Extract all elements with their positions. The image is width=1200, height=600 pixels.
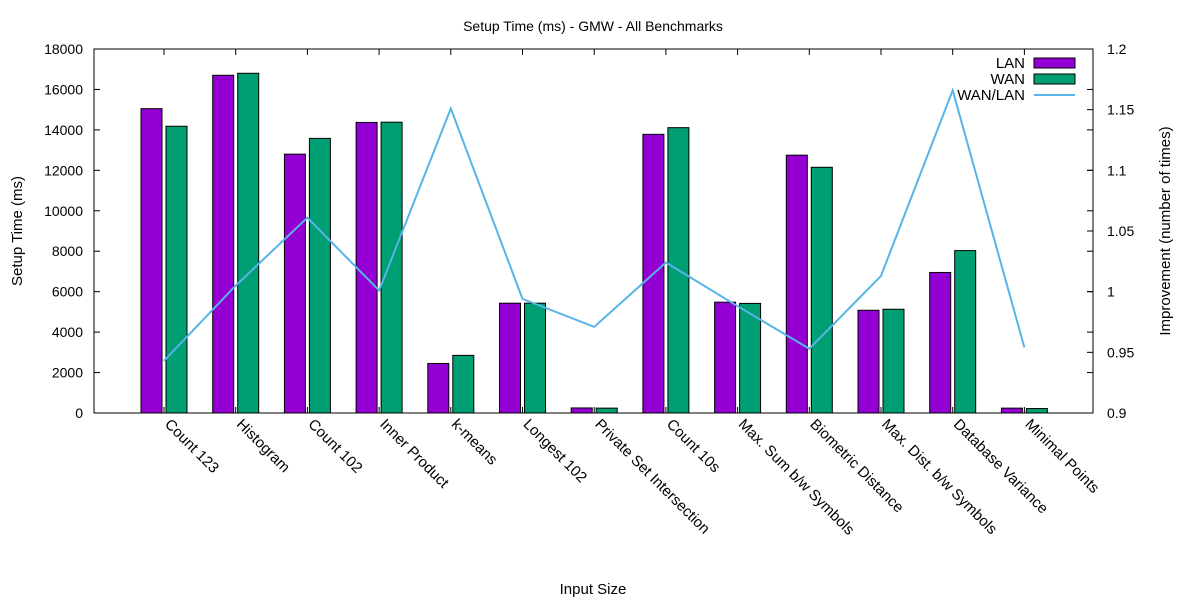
y-tick-label: 14000 <box>44 122 83 138</box>
x-tick-label: Count 123 <box>161 416 222 477</box>
y2-tick-label: 1 <box>1107 284 1115 300</box>
bar-wan <box>595 407 618 414</box>
legend-swatch <box>1033 57 1076 69</box>
y2-tick-label: 1.15 <box>1107 102 1134 118</box>
bar-lan <box>570 407 593 414</box>
y2-tick-label: 0.95 <box>1107 344 1134 360</box>
x-tick-label: Count 10s <box>663 416 723 476</box>
y-tick-label: 12000 <box>44 162 83 178</box>
x-axis-label: Input Size <box>560 581 627 598</box>
x-tick-label: Private Set Intersection <box>591 416 713 538</box>
y2-tick-label: 1.1 <box>1107 162 1127 178</box>
y-tick-label: 0 <box>75 405 83 421</box>
y2-axis-label: Improvement (number of times) <box>1157 126 1174 335</box>
bar-wan <box>954 250 977 414</box>
bar-wan <box>452 354 475 414</box>
y-tick-label: 2000 <box>52 365 83 381</box>
bar-wan <box>165 125 188 414</box>
y-tick-label: 4000 <box>52 324 83 340</box>
y-axis-label: Setup Time (ms) <box>9 176 26 286</box>
bar-lan <box>212 74 235 414</box>
x-tick-label: Max. Dist. b/w Symbols <box>878 416 1000 538</box>
y-tick-label: 8000 <box>52 243 83 259</box>
y-tick-label: 16000 <box>44 81 83 97</box>
x-tick-label: Inner Product <box>376 416 452 492</box>
bar-wan <box>810 166 833 414</box>
bar-wan <box>882 308 905 414</box>
bar-wan <box>237 72 260 414</box>
bar-lan <box>140 108 163 414</box>
y2-tick-label: 1.2 <box>1107 41 1127 57</box>
bar-lan <box>857 309 880 414</box>
bar-wan <box>308 137 331 414</box>
x-tick-label: Max. Sum b/w Symbols <box>735 416 858 539</box>
bar-wan <box>380 121 403 414</box>
y-tick-label: 10000 <box>44 203 83 219</box>
x-tick-label: k-means <box>448 416 501 469</box>
x-tick-label: Minimal Points <box>1022 416 1103 497</box>
bar-lan <box>427 362 450 414</box>
bar-wan <box>739 302 762 414</box>
bar-lan <box>785 154 808 414</box>
wan-lan-ratio-line <box>163 87 1026 362</box>
bar-lan <box>929 271 952 414</box>
bar-lan <box>355 121 378 414</box>
y2-tick-label: 0.9 <box>1107 405 1127 421</box>
legend-label-lan: LAN <box>996 55 1025 72</box>
y2-tick-label: 1.05 <box>1107 223 1134 239</box>
y-tick-label: 6000 <box>52 284 83 300</box>
legend-swatch <box>1033 73 1076 85</box>
bar-lan <box>1000 407 1023 414</box>
bar-lan <box>499 302 521 414</box>
bar-wan <box>524 302 546 414</box>
legend-label-wan-lan: WAN/LAN <box>957 87 1025 104</box>
y-tick-label: 18000 <box>44 41 83 57</box>
x-tick-label: Histogram <box>233 416 293 476</box>
plot-area: 0 2000 4000 6000 8000 10000 12000 14000 16000 180… <box>44 41 1134 539</box>
chart-title: Setup Time (ms) - GMW - All Benchmarks <box>463 18 723 34</box>
bar-wan <box>1025 408 1048 414</box>
bar-lan <box>283 153 306 414</box>
x-tick-label: Count 102 <box>305 416 366 477</box>
legend-label-wan: WAN <box>991 71 1025 88</box>
bar-lan <box>714 301 737 414</box>
x-tick-label: Longest 102 <box>520 416 590 486</box>
